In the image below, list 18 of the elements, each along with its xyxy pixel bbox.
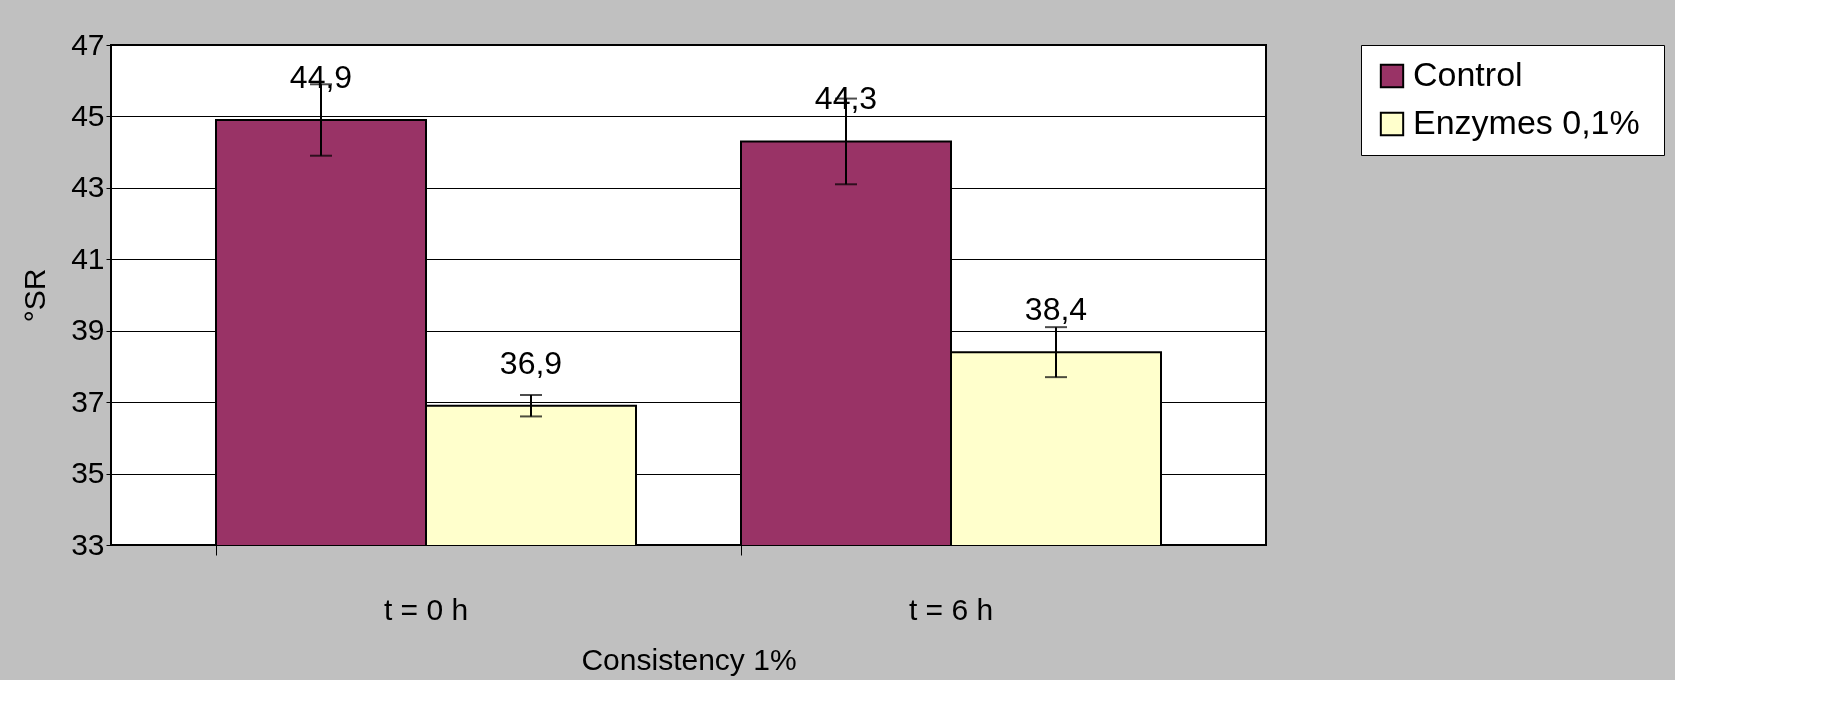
- x-axis-title: Consistency 1%: [581, 642, 797, 676]
- y-tick-label: 39: [71, 313, 105, 347]
- legend-label: Enzymes 0,1%: [1413, 103, 1640, 141]
- y-tick-label: 37: [71, 384, 105, 418]
- y-tick-label: 43: [71, 170, 105, 204]
- x-tick-label: t = 0 h: [383, 592, 469, 626]
- y-tick-label: 41: [71, 241, 105, 275]
- data-label: 36,9: [499, 344, 563, 381]
- y-tick-label: 47: [71, 27, 105, 61]
- y-tick-label: 33: [71, 527, 105, 561]
- data-label: 44,9: [289, 59, 353, 95]
- y-axis-title: °SR: [18, 268, 52, 323]
- y-tick-label: 35: [71, 456, 105, 490]
- data-label: 44,3: [814, 80, 878, 117]
- y-tick-label: 45: [71, 98, 105, 132]
- legend-label: Control: [1413, 55, 1523, 93]
- x-tick-label: t = 6 h: [908, 592, 994, 626]
- data-label: 38,4: [1024, 291, 1088, 328]
